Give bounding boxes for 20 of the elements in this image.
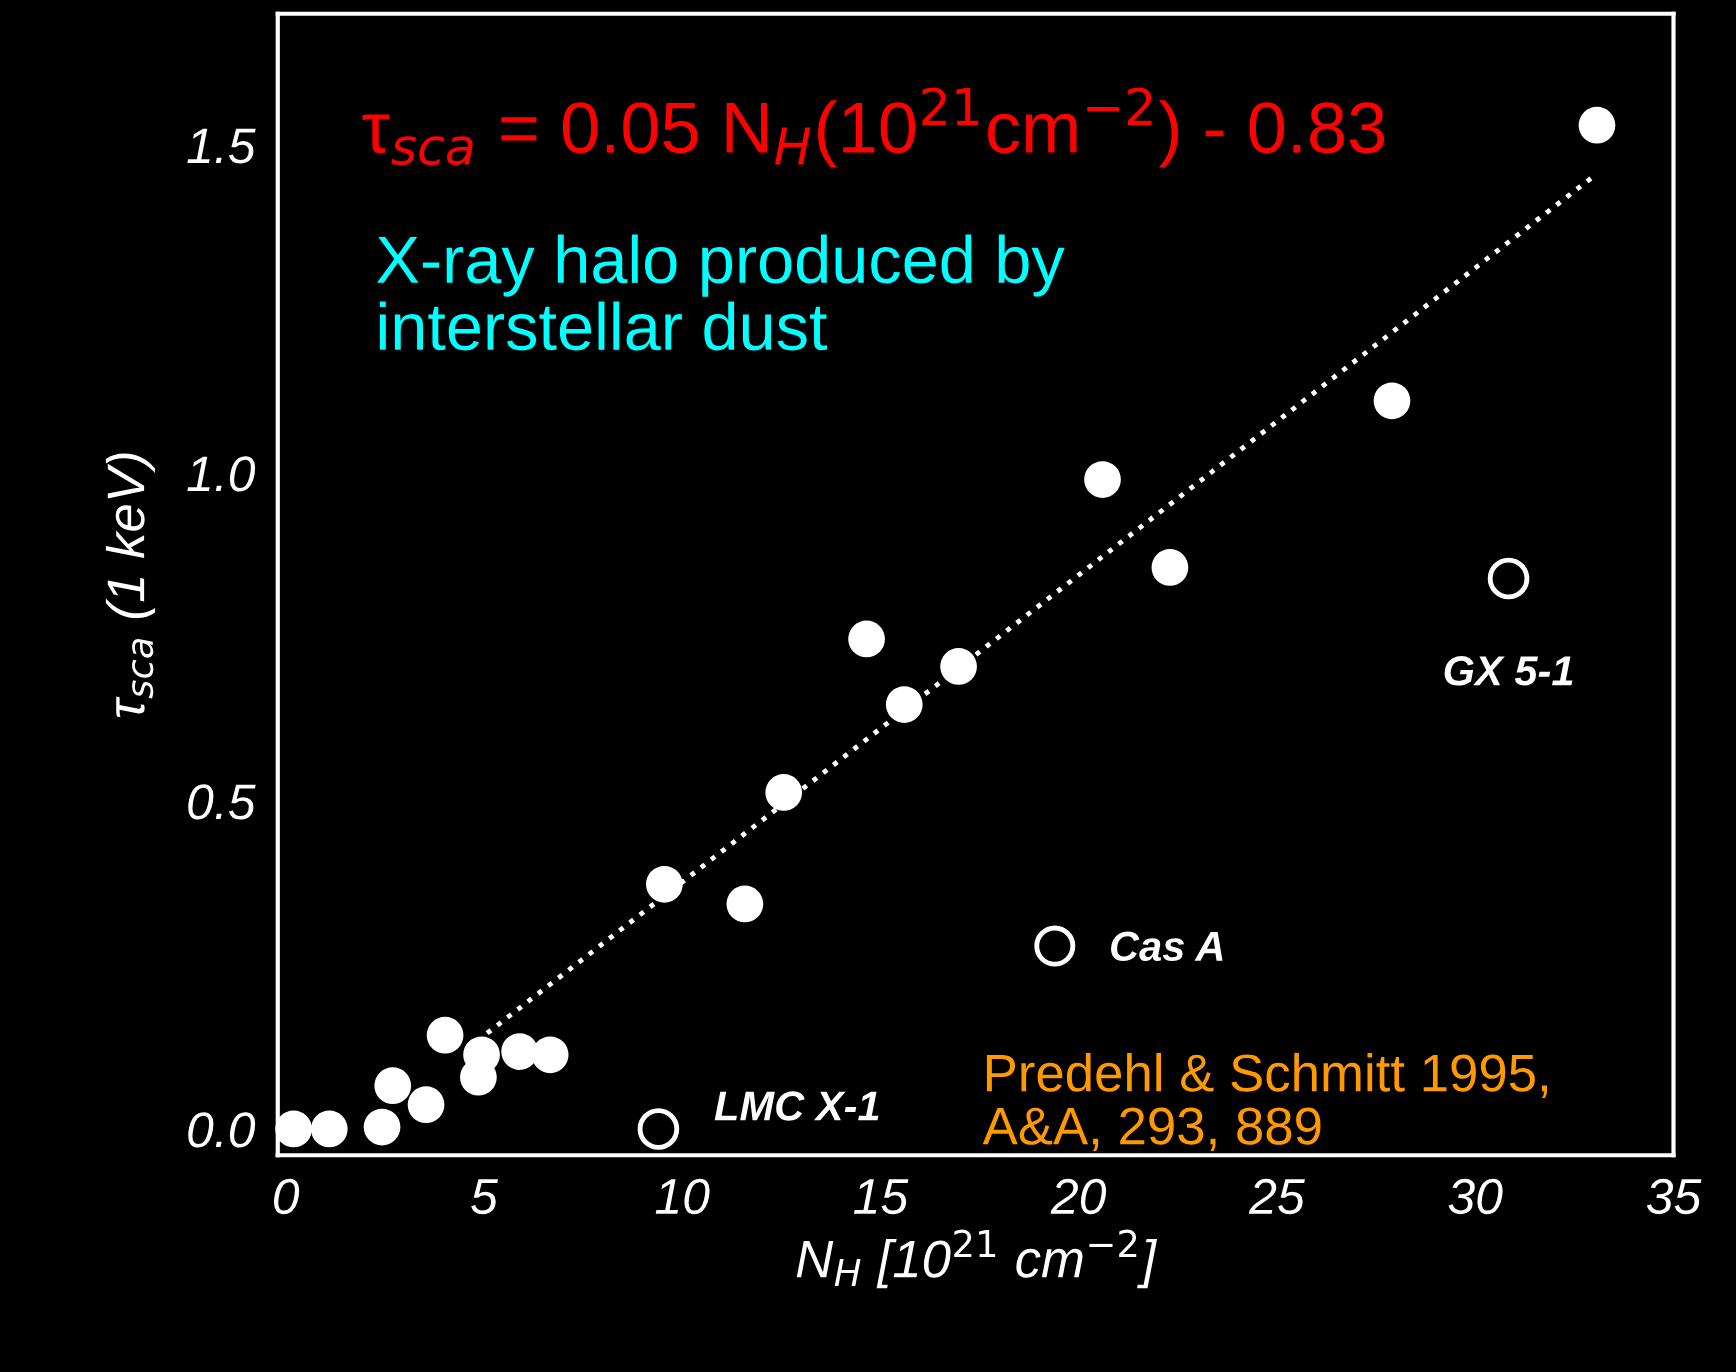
y-tick-label: 1.0	[187, 456, 256, 492]
x-tick-label: 35	[1646, 1178, 1702, 1215]
y-tick-label: 1.5	[187, 128, 256, 164]
annotation: Predehl & Schmitt 1995, A&A, 293, 889	[982, 1053, 1548, 1152]
y-tick-label: 0.0	[188, 1112, 256, 1148]
y-axis-title: τ$_{sca}$ (1 keV)	[105, 453, 156, 718]
legend-label: Cas A	[1111, 931, 1223, 962]
x-tick-label: 0	[273, 1178, 300, 1215]
x-tick-label: 5	[471, 1179, 498, 1215]
annotation: X-ray halo produced by interstellar dust	[376, 234, 1065, 351]
text: τ$_{sca}$ = 0.05 N$_{H}$(10$^{21}$cm$^{−2}$) - 0.83	[362, 87, 1385, 168]
x-tick-label: 30	[1448, 1178, 1503, 1215]
x-tick-label: 25	[1248, 1178, 1305, 1215]
y-tick-label: 0.5	[188, 784, 256, 820]
x-tick-label: 20	[1050, 1178, 1107, 1215]
x-axis-title: N$_{H}$ [10$^{21}$ cm$^{−2}$]	[796, 1229, 1158, 1289]
annotation: LMC X-1	[714, 1091, 879, 1121]
x-tick-label: 10	[655, 1178, 710, 1215]
x-tick-label: 15	[853, 1179, 909, 1215]
annotation: GX 5-1	[1444, 656, 1573, 686]
